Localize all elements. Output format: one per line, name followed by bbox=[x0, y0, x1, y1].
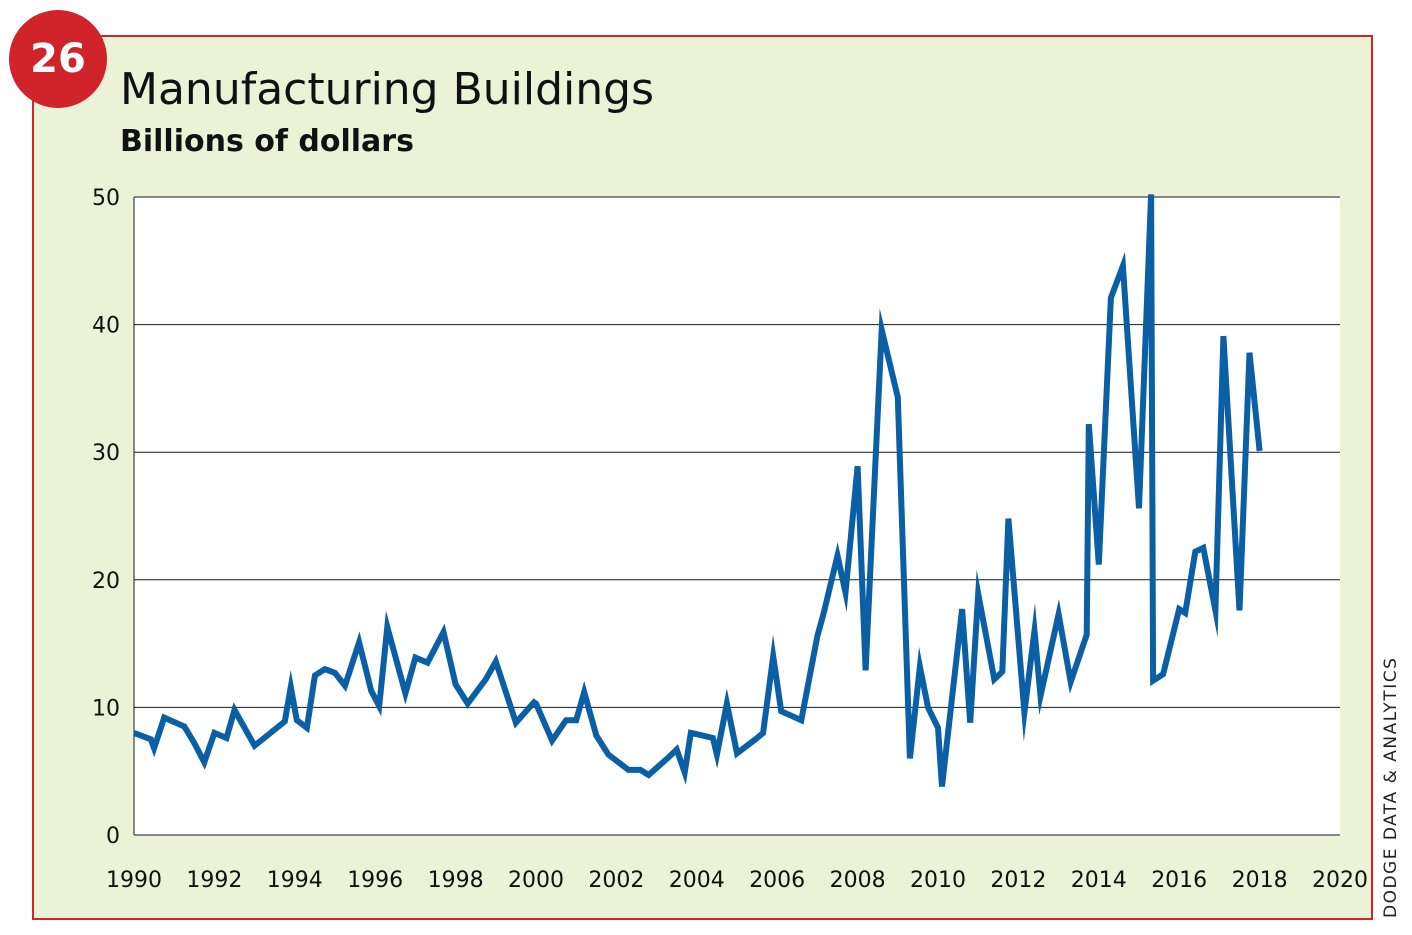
x-tick-label: 2010 bbox=[910, 868, 966, 893]
x-tick-label: 2004 bbox=[669, 868, 725, 893]
x-tick-label: 2002 bbox=[588, 868, 644, 893]
x-tick-label: 1996 bbox=[347, 868, 403, 893]
x-tick-label: 2020 bbox=[1312, 868, 1368, 893]
x-tick-label: 2014 bbox=[1071, 868, 1127, 893]
y-tick-label: 10 bbox=[92, 696, 120, 721]
x-tick-label: 2000 bbox=[508, 868, 564, 893]
x-tick-label: 2006 bbox=[749, 868, 805, 893]
x-tick-label: 2008 bbox=[830, 868, 886, 893]
y-tick-label: 50 bbox=[92, 186, 120, 211]
y-tick-label: 40 bbox=[92, 314, 120, 339]
x-tick-label: 2016 bbox=[1151, 868, 1207, 893]
y-tick-label: 30 bbox=[92, 441, 120, 466]
plot-area bbox=[134, 197, 1340, 835]
y-tick-label: 20 bbox=[92, 569, 120, 594]
x-tick-label: 2012 bbox=[990, 868, 1046, 893]
chart-subtitle: Billions of dollars bbox=[120, 124, 414, 159]
chart-title: Manufacturing Buildings bbox=[120, 64, 655, 115]
x-tick-label: 1998 bbox=[428, 868, 484, 893]
series-line bbox=[132, 194, 1263, 787]
x-tick-label: 1994 bbox=[267, 868, 323, 893]
y-tick-label: 0 bbox=[106, 824, 120, 849]
x-tick-label: 1992 bbox=[186, 868, 242, 893]
chart-number-badge: 26 bbox=[9, 10, 107, 108]
x-tick-label: 1990 bbox=[106, 868, 162, 893]
x-tick-label: 2018 bbox=[1232, 868, 1288, 893]
